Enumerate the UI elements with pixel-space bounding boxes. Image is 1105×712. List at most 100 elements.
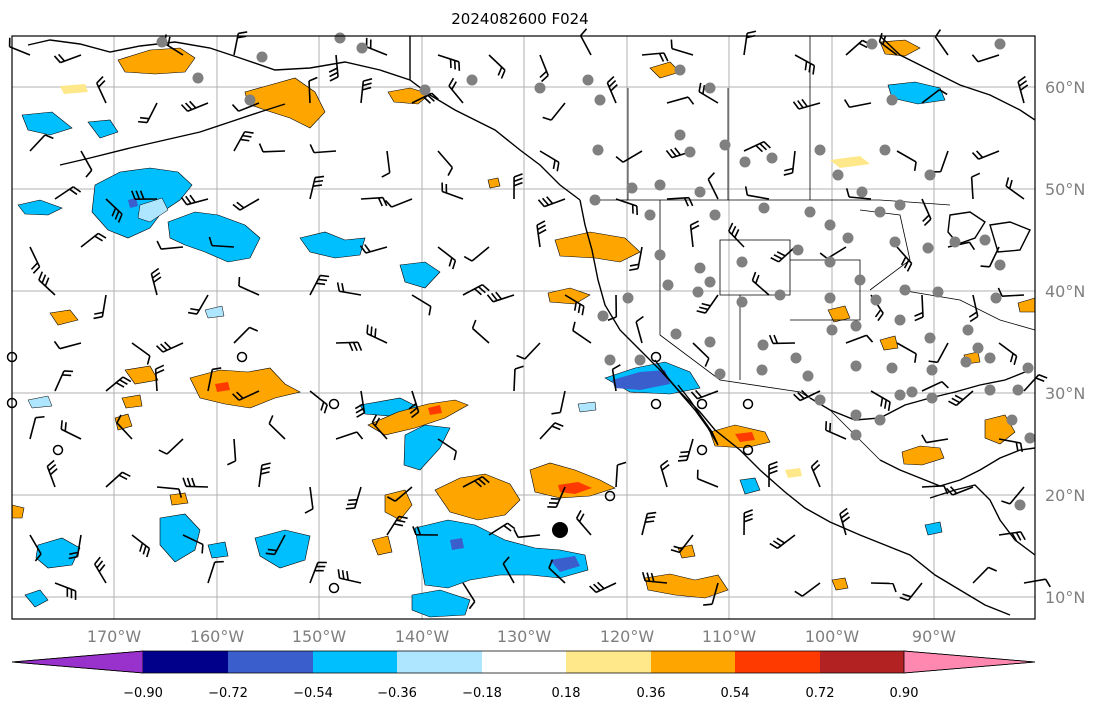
wind-barb	[258, 462, 271, 488]
calm-circle	[696, 444, 708, 456]
wind-barb	[116, 414, 133, 440]
coastlines	[27, 35, 1036, 616]
wind-barb	[968, 294, 979, 323]
colorbar-segment	[143, 651, 228, 673]
wind-barb	[794, 54, 816, 75]
station-dot	[850, 429, 862, 441]
station-dot	[757, 339, 769, 351]
wind-barb	[309, 390, 328, 414]
station-dot	[736, 256, 748, 268]
wind-barb	[488, 522, 516, 536]
wind-barb	[607, 294, 618, 322]
wind-barb	[412, 526, 439, 536]
lat-lon-grid	[12, 36, 1035, 619]
wind-barb	[53, 340, 82, 350]
colorbar-tick-label: −0.90	[123, 686, 163, 701]
wind-barb	[29, 415, 45, 440]
wind-barb	[707, 172, 719, 200]
wind-barb	[437, 246, 457, 270]
station-dot	[826, 324, 838, 336]
wind-barb	[502, 556, 515, 584]
station-dot	[774, 289, 786, 301]
wind-barb	[150, 267, 162, 296]
station-dot	[466, 74, 478, 86]
wind-barb	[513, 173, 523, 200]
station-dot	[654, 249, 666, 261]
lon-label-100w: 100°W	[805, 627, 860, 646]
station-dot	[1012, 384, 1024, 396]
station-dot	[592, 144, 604, 156]
wind-barb	[572, 321, 592, 344]
wind-barb	[309, 561, 327, 584]
wind-barb	[997, 287, 1025, 297]
wind-barb	[870, 582, 897, 593]
wind-barb	[551, 390, 566, 415]
station-dot	[824, 292, 836, 304]
colorbar-tick-labels: −0.90 −0.72 −0.54 −0.36 −0.18 0.18 0.36 …	[123, 686, 918, 701]
wind-barb	[921, 380, 949, 392]
wind-barb	[641, 511, 657, 536]
wind-barb	[641, 571, 668, 584]
station-dot	[634, 354, 646, 366]
wind-barb	[29, 246, 41, 274]
wind-barb	[666, 96, 695, 105]
wind-barb	[486, 291, 515, 303]
station-dot	[192, 72, 204, 84]
colorbar-segments	[11, 650, 1036, 674]
wind-barb	[606, 75, 618, 104]
storm-center-marker	[552, 522, 568, 538]
station-dot	[990, 292, 1002, 304]
station-dot	[719, 139, 731, 151]
station-dot	[626, 182, 638, 194]
wind-barb	[536, 220, 547, 248]
station-dot	[924, 332, 936, 344]
wind-barb	[845, 188, 872, 200]
wind-barb	[131, 190, 158, 200]
wind-barb	[783, 150, 796, 176]
wind-barb	[513, 365, 524, 392]
station-dot	[704, 82, 716, 94]
wind-barb	[437, 54, 461, 71]
station-dot	[886, 94, 898, 106]
station-dot	[419, 84, 431, 96]
wind-barb	[845, 334, 874, 344]
wind-barb	[105, 376, 132, 392]
longitude-labels: 170°W 160°W 150°W 140°W 130°W 120°W 110°…	[87, 627, 956, 646]
wind-barb	[137, 102, 158, 124]
station-dot	[356, 42, 368, 54]
wind-barb	[768, 334, 796, 345]
wind-barbs	[8, 28, 1051, 610]
station-dot	[984, 384, 996, 396]
wind-barb	[180, 194, 209, 206]
calm-circle	[328, 582, 340, 594]
wind-barb	[408, 390, 420, 419]
colorbar-tick-label: −0.72	[208, 686, 248, 701]
wind-barb	[208, 236, 235, 248]
wind-barb	[54, 582, 77, 600]
wind-barb	[328, 54, 339, 82]
wind-barb	[743, 509, 753, 536]
station-dot	[850, 409, 862, 421]
station-dot	[582, 74, 594, 86]
wind-barb	[207, 367, 222, 392]
station-dot	[256, 51, 268, 63]
calm-wind-markers	[6, 351, 754, 594]
wind-barb	[336, 282, 362, 296]
wind-barb	[670, 534, 694, 554]
station-dot	[814, 144, 826, 156]
colorbar-segment	[820, 651, 904, 673]
wind-barb	[156, 240, 184, 250]
station-dot	[334, 32, 346, 44]
lon-label-120w: 120°W	[600, 627, 655, 646]
calm-circle	[650, 351, 662, 363]
wind-barb	[589, 581, 617, 594]
wind-barb	[615, 198, 638, 216]
wind-barb	[743, 140, 771, 153]
wind-barb	[548, 559, 566, 584]
station-dot	[850, 320, 862, 332]
wind-barb	[843, 99, 872, 109]
wind-barb	[677, 438, 694, 462]
station-dot	[594, 94, 606, 106]
station-dot	[622, 292, 634, 304]
wind-barb	[46, 459, 58, 488]
